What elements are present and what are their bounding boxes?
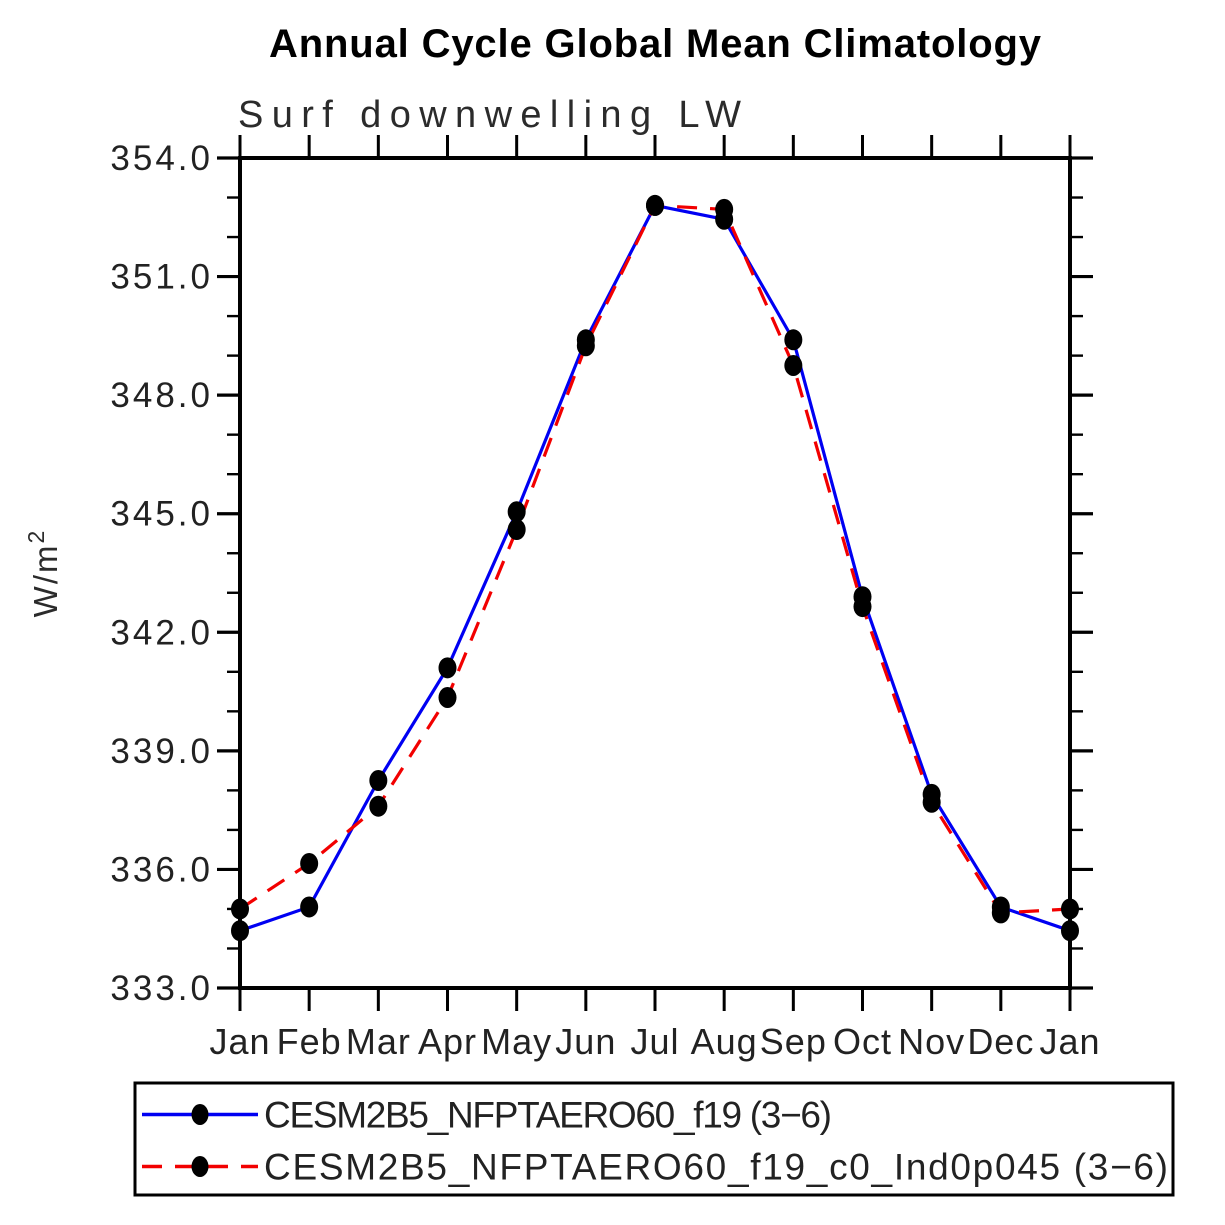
legend-label-1: CESM2B5_NFPTAERO60_f19_c0_Ind0p045 (3−6) <box>264 1147 1168 1188</box>
legend: CESM2B5_NFPTAERO60_f19 (3−6) CESM2B5_NFPT… <box>133 1081 1175 1197</box>
plot-frame <box>238 156 1072 990</box>
data-point-s1-Sep <box>784 355 803 376</box>
x-tick-label: Aug <box>691 1021 758 1062</box>
data-point-s1-Oct <box>853 596 872 618</box>
legend-marker-0 <box>191 1104 209 1125</box>
y-tick-label: 351.0 <box>110 258 213 297</box>
y-tick-label: 354.0 <box>110 139 213 178</box>
x-tick-label: Jan <box>1039 1021 1100 1062</box>
x-tick-label: Jul <box>630 1021 679 1062</box>
x-tick-label: Apr <box>418 1021 477 1062</box>
data-point-s0-Jan <box>1061 920 1079 942</box>
data-point-s1-Dec <box>991 902 1010 924</box>
data-point-s1-Jan <box>231 898 249 920</box>
chart-title: Annual Cycle Global Mean Climatology <box>269 22 1042 66</box>
data-point-s0-Feb <box>300 896 319 918</box>
y-tick-label: 345.0 <box>110 495 213 534</box>
data-point-s1-Nov <box>922 791 941 813</box>
data-point-s1-Mar <box>369 795 388 817</box>
x-tick-label: May <box>481 1021 552 1062</box>
data-point-s0-Apr <box>438 657 457 679</box>
x-tick-label: Feb <box>277 1021 342 1062</box>
x-tick-label: Dec <box>967 1021 1034 1062</box>
data-point-s1-Feb <box>300 853 319 874</box>
data-point-s0-Sep <box>784 329 803 351</box>
data-point-s0-Mar <box>369 770 388 791</box>
x-tick-label: Oct <box>833 1021 892 1062</box>
x-tick-label: Jun <box>555 1021 616 1062</box>
y-tick-label: 336.0 <box>110 850 213 889</box>
y-tick-label: 333.0 <box>110 969 213 1008</box>
axes: Jan Feb Mar Apr May Jun Jul Aug Sep Oct Nov Dec Jan3… <box>110 135 1100 1062</box>
data-point-s1-Jul <box>646 194 664 216</box>
data-point-s1-May <box>507 519 526 541</box>
legend-label-0: CESM2B5_NFPTAERO60_f19 (3−6) <box>264 1095 832 1136</box>
x-tick-label: Mar <box>346 1021 411 1062</box>
x-tick-label: Jan <box>209 1021 270 1062</box>
x-tick-label: Nov <box>898 1021 965 1062</box>
y-tick-label: 339.0 <box>110 732 213 771</box>
y-tick-label: 342.0 <box>110 613 213 652</box>
y-axis-label: W/m2 <box>23 529 64 618</box>
data-point-s1-Jun <box>576 335 595 357</box>
data-point-s0-Jan <box>231 920 249 942</box>
data-point-s0-May <box>507 501 526 523</box>
data-series <box>231 194 1079 942</box>
legend-marker-1 <box>191 1156 209 1177</box>
legend-box <box>133 1081 1175 1197</box>
chart-subtitle: Surf downwelling LW <box>238 94 741 136</box>
data-point-s1-Aug <box>715 198 734 220</box>
data-point-s1-Jan <box>1061 898 1079 920</box>
y-tick-label: 348.0 <box>110 376 213 415</box>
x-tick-label: Sep <box>760 1021 827 1062</box>
data-point-s1-Apr <box>438 687 457 708</box>
